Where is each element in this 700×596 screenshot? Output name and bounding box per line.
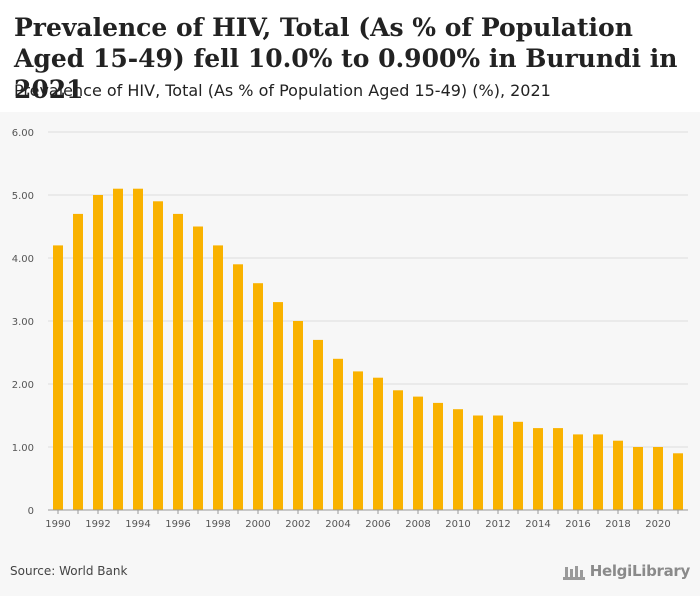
- bar-2014: [533, 428, 543, 510]
- y-tick-label: 6.00: [12, 128, 34, 139]
- bar-2021: [673, 453, 683, 510]
- bar-2017: [593, 434, 603, 510]
- bar-1993: [113, 188, 123, 510]
- bar-2006: [373, 377, 383, 510]
- bar-2018: [613, 440, 623, 510]
- chart-subtitle: Prevalence of HIV, Total (As % of Popula…: [14, 81, 551, 100]
- bar-2013: [513, 421, 523, 510]
- y-tick-label: 5.00: [12, 191, 34, 202]
- bar-2020: [653, 447, 663, 510]
- bar-2005: [353, 371, 363, 510]
- x-tick-label: 1994: [125, 519, 150, 530]
- bar-2008: [413, 396, 423, 510]
- logo-text: HelgiLibrary: [589, 562, 691, 580]
- bar-1998: [213, 245, 223, 510]
- bar-2011: [473, 415, 483, 510]
- bar-2015: [553, 428, 563, 510]
- chart-header: Prevalence of HIV, Total (As % of Popula…: [0, 0, 700, 112]
- bar-chart: 0 1.00 2.00 3.00 4.00 5.00 6.00 1990 1992 1994 199…: [12, 128, 688, 530]
- y-tick-label: 1.00: [12, 443, 34, 454]
- y-tick-label: 3.00: [12, 317, 34, 328]
- bar-2001: [273, 302, 283, 510]
- y-tick-label: 4.00: [12, 254, 34, 265]
- x-tick-label: 2006: [365, 519, 390, 530]
- x-tick-label: 2012: [485, 519, 510, 530]
- x-tick-label: 2014: [525, 519, 550, 530]
- x-tick-label: 2010: [445, 519, 470, 530]
- x-tick-label: 1996: [165, 519, 190, 530]
- bar-2007: [393, 390, 403, 510]
- bar-2000: [253, 283, 263, 510]
- bar-2002: [293, 321, 303, 510]
- source-note: Source: World Bank: [10, 564, 128, 578]
- x-tick-label: 1998: [205, 519, 230, 530]
- x-tick-label: 2016: [565, 519, 590, 530]
- bar-1992: [93, 195, 103, 510]
- helgi-library-logo: HelgiLibrary: [562, 560, 690, 582]
- x-tick-label: 1992: [85, 519, 110, 530]
- chart-area: 0 1.00 2.00 3.00 4.00 5.00 6.00 1990 1992 1994 199…: [0, 112, 700, 596]
- x-tick-label: 2020: [645, 519, 670, 530]
- library-building-icon: [562, 566, 585, 580]
- bar-1991: [73, 213, 83, 510]
- page-title: Prevalence of HIV, Total (As % of Popula…: [14, 13, 678, 104]
- x-tick-label: 2018: [605, 519, 630, 530]
- bar-2009: [433, 402, 443, 510]
- bar-2003: [313, 339, 323, 510]
- bar-1999: [233, 264, 243, 510]
- bar-1990: [53, 245, 63, 510]
- bar-1994: [133, 188, 143, 510]
- y-tick-label: 0: [28, 506, 34, 517]
- x-tick-label: 1990: [45, 519, 70, 530]
- bar-1997: [193, 226, 203, 510]
- bar-1996: [173, 213, 183, 510]
- y-tick-label: 2.00: [12, 380, 34, 391]
- x-tick-label: 2002: [285, 519, 310, 530]
- bar-2016: [573, 434, 583, 510]
- x-tick-label: 2008: [405, 519, 430, 530]
- bar-1995: [153, 201, 163, 511]
- x-tick-label: 2004: [325, 519, 350, 530]
- x-tick-label: 2000: [245, 519, 270, 530]
- bar-2004: [333, 358, 343, 510]
- bar-2019: [633, 447, 643, 510]
- bar-2012: [493, 415, 503, 510]
- bar-2010: [453, 409, 463, 510]
